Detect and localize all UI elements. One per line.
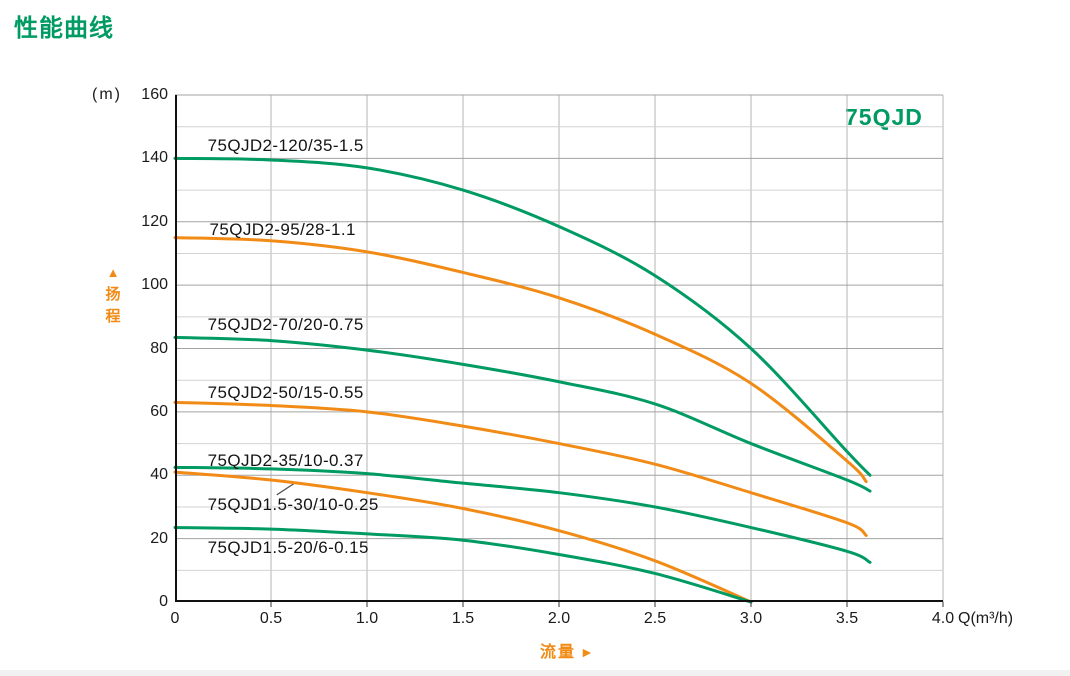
curve-75QJD2-120/35-1.5	[173, 156, 872, 477]
curve-label-75QJD2-120/35-1.5: 75QJD2-120/35-1.5	[207, 135, 364, 155]
x-tick-label-1.0: 1.0	[355, 610, 379, 627]
x-axis-name-text: 流量	[540, 644, 577, 661]
curve-label-75QJD2-70/20-0.75: 75QJD2-70/20-0.75	[207, 314, 364, 334]
y-tick-label-80: 80	[150, 339, 168, 357]
curve-label-75QJD1.5-20/6-0.15: 75QJD1.5-20/6-0.15	[207, 538, 369, 558]
x-tick-label-1.5: 1.5	[451, 610, 475, 627]
plot-area	[173, 94, 944, 607]
page-bottom-edge	[0, 670, 1070, 676]
curve-label-75QJD1.5-30/10-0.25: 75QJD1.5-30/10-0.25	[207, 495, 379, 515]
curve-75QJD2-50/15-0.55	[173, 400, 868, 537]
curve-75QJD2-35/10-0.37	[173, 465, 872, 564]
x-tick-label-3.0: 3.0	[739, 610, 763, 627]
x-axis-unit-label: Q(m³/h)	[958, 610, 1014, 627]
curve-label-75QJD2-95/28-1.1: 75QJD2-95/28-1.1	[209, 219, 356, 239]
curve-75QJD1.5-30/10-0.25	[173, 470, 753, 604]
x-tick-label-2.5: 2.5	[643, 610, 667, 627]
curve-75QJD2-70/20-0.75	[173, 335, 872, 493]
x-tick-label-0: 0	[170, 610, 180, 627]
y-tick-label-140: 140	[141, 149, 168, 167]
y-axis-unit-label: (m)	[92, 86, 122, 103]
curve-label-75QJD2-35/10-0.37: 75QJD2-35/10-0.37	[207, 450, 364, 470]
y-tick-label-100: 100	[141, 276, 168, 294]
curve-label-75QJD2-50/15-0.55: 75QJD2-50/15-0.55	[207, 382, 364, 402]
y-tick-label-40: 40	[150, 466, 168, 484]
curve-75QJD2-95/28-1.1	[173, 236, 868, 484]
up-arrow-icon: ▲	[106, 265, 120, 280]
y-tick-label-0: 0	[159, 593, 168, 610]
page-title: 性能曲线	[14, 15, 114, 42]
y-axis-name: ▲ 扬程	[100, 264, 126, 328]
x-tick-label-4.0: 4.0	[931, 610, 955, 627]
y-tick-label-120: 120	[141, 212, 168, 230]
y-axis-name-text: 扬程	[105, 286, 121, 325]
right-arrow-icon: ►	[580, 644, 594, 660]
x-tick-label-3.5: 3.5	[835, 610, 859, 627]
y-tick-label-20: 20	[150, 529, 168, 547]
y-tick-label-60: 60	[150, 402, 168, 420]
x-tick-label-0.5: 0.5	[259, 610, 283, 627]
curve-75QJD1.5-20/6-0.15	[173, 526, 753, 604]
y-tick-label-160: 160	[141, 86, 168, 103]
x-tick-label-2.0: 2.0	[547, 610, 571, 627]
series-family-badge: 75QJD	[845, 104, 923, 130]
leader-line	[276, 481, 297, 496]
x-axis-name: 流量 ►	[540, 638, 594, 662]
